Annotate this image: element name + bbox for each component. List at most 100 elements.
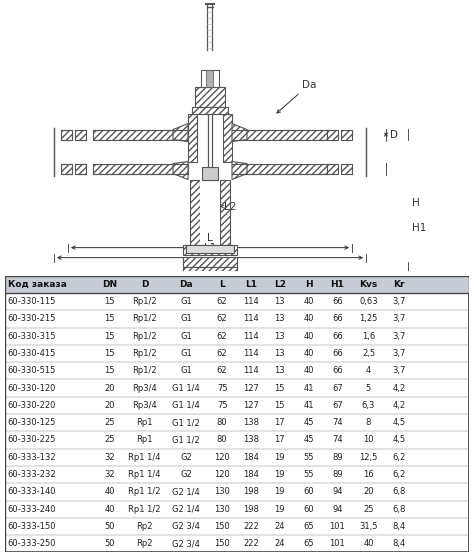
- Text: D: D: [141, 280, 148, 289]
- Polygon shape: [183, 267, 237, 277]
- Polygon shape: [75, 163, 86, 174]
- Bar: [5, 276, 469, 293]
- Text: 101: 101: [329, 539, 345, 549]
- Text: 94: 94: [332, 504, 343, 514]
- Text: 60-333-132: 60-333-132: [8, 453, 56, 462]
- Text: 66: 66: [332, 297, 343, 306]
- Text: 114: 114: [243, 297, 259, 306]
- Text: G1: G1: [181, 297, 192, 306]
- Text: Rp2: Rp2: [137, 539, 153, 549]
- Text: 65: 65: [303, 522, 314, 531]
- Text: 40: 40: [303, 349, 314, 358]
- Text: 101: 101: [329, 522, 345, 531]
- Text: Код заказа: Код заказа: [8, 280, 66, 289]
- Text: G2 1/4: G2 1/4: [173, 487, 200, 497]
- Text: 19: 19: [274, 470, 285, 479]
- Text: G1 1/2: G1 1/2: [173, 418, 200, 427]
- Text: 94: 94: [332, 487, 343, 497]
- Text: 75: 75: [217, 401, 228, 410]
- Text: 150: 150: [214, 522, 230, 531]
- Text: 12,5: 12,5: [359, 453, 378, 462]
- Text: 130: 130: [214, 504, 230, 514]
- Text: H1: H1: [412, 223, 427, 233]
- Polygon shape: [232, 129, 327, 140]
- Text: 6,3: 6,3: [362, 401, 375, 410]
- Text: 127: 127: [243, 383, 259, 393]
- Text: 6,2: 6,2: [392, 453, 406, 462]
- Polygon shape: [195, 86, 225, 107]
- Text: 62: 62: [217, 349, 228, 358]
- Text: 66: 66: [332, 314, 343, 324]
- Polygon shape: [183, 244, 237, 254]
- Text: 10: 10: [363, 435, 374, 445]
- Text: 15: 15: [104, 297, 115, 306]
- Text: 4: 4: [366, 366, 371, 376]
- Text: 62: 62: [217, 297, 228, 306]
- Text: G1 1/2: G1 1/2: [173, 435, 200, 445]
- Text: G1 1/4: G1 1/4: [173, 383, 200, 393]
- Text: 80: 80: [217, 418, 228, 427]
- Text: 114: 114: [243, 331, 259, 341]
- Text: 1,6: 1,6: [362, 331, 375, 341]
- Text: 114: 114: [243, 314, 259, 324]
- Text: 60-330-120: 60-330-120: [8, 383, 56, 393]
- Text: 89: 89: [332, 470, 343, 479]
- Text: G1: G1: [181, 331, 192, 341]
- Text: 25: 25: [104, 418, 115, 427]
- Polygon shape: [232, 163, 327, 174]
- Text: 13: 13: [274, 349, 285, 358]
- Text: G1 1/4: G1 1/4: [173, 401, 200, 410]
- Text: 13: 13: [274, 314, 285, 324]
- Text: 60-330-115: 60-330-115: [8, 297, 56, 306]
- Text: 13: 13: [274, 297, 285, 306]
- Text: Rp1/2: Rp1/2: [132, 349, 157, 358]
- Text: 222: 222: [243, 522, 259, 531]
- Text: 40: 40: [363, 539, 374, 549]
- Text: G2: G2: [181, 453, 192, 462]
- Text: 19: 19: [274, 453, 285, 462]
- Text: 40: 40: [303, 297, 314, 306]
- Text: 40: 40: [104, 504, 115, 514]
- Polygon shape: [173, 162, 188, 180]
- Text: Rp3/4: Rp3/4: [132, 401, 157, 410]
- Text: 60-330-125: 60-330-125: [8, 418, 56, 427]
- Text: 184: 184: [243, 470, 259, 479]
- Polygon shape: [341, 129, 352, 140]
- Text: 4,5: 4,5: [392, 435, 405, 445]
- Text: 3,7: 3,7: [392, 297, 406, 306]
- Text: 15: 15: [104, 349, 115, 358]
- Text: 17: 17: [274, 418, 285, 427]
- Text: Rp1: Rp1: [137, 435, 153, 445]
- Text: L: L: [207, 233, 213, 243]
- Text: 4,2: 4,2: [392, 401, 405, 410]
- Polygon shape: [93, 163, 188, 174]
- Polygon shape: [327, 129, 338, 140]
- Text: 222: 222: [243, 539, 259, 549]
- Text: 67: 67: [332, 401, 343, 410]
- Text: 60-330-315: 60-330-315: [8, 331, 56, 341]
- Polygon shape: [75, 129, 86, 140]
- Text: L1: L1: [204, 243, 216, 253]
- Text: Rp2: Rp2: [137, 522, 153, 531]
- Text: 66: 66: [332, 349, 343, 358]
- Text: G1: G1: [181, 314, 192, 324]
- Polygon shape: [232, 123, 247, 142]
- Text: 6,2: 6,2: [392, 470, 406, 479]
- Text: Rp1 1/2: Rp1 1/2: [128, 487, 161, 497]
- Text: 55: 55: [303, 470, 314, 479]
- Text: 45: 45: [303, 418, 314, 427]
- Text: L2: L2: [274, 280, 286, 289]
- Text: 40: 40: [303, 314, 314, 324]
- Polygon shape: [223, 113, 232, 162]
- Text: 55: 55: [303, 453, 314, 462]
- Text: 5: 5: [366, 383, 371, 393]
- Text: 60-333-232: 60-333-232: [8, 470, 56, 479]
- Text: 19: 19: [274, 504, 285, 514]
- Text: 13: 13: [274, 366, 285, 376]
- Text: Rp1: Rp1: [137, 418, 153, 427]
- Text: 114: 114: [243, 349, 259, 358]
- Polygon shape: [201, 70, 219, 86]
- Text: G2: G2: [181, 470, 192, 479]
- Polygon shape: [207, 70, 213, 86]
- Text: 40: 40: [303, 366, 314, 376]
